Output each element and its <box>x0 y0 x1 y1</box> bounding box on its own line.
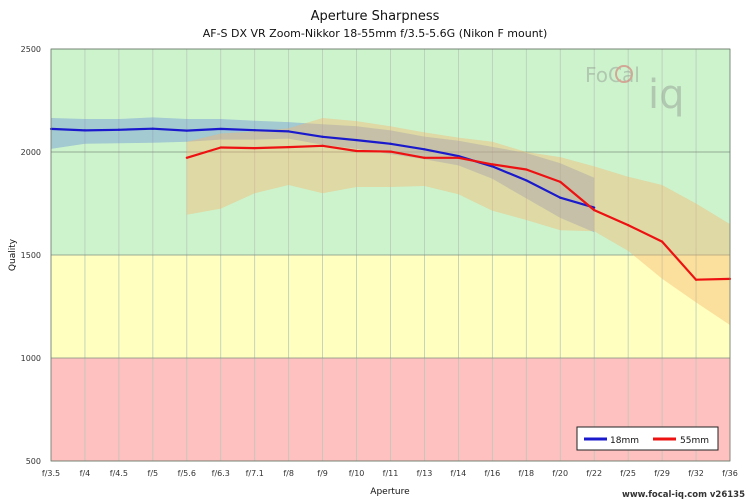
y-tick-2500: 2500 <box>21 45 41 54</box>
data-point-55mm-f/8 <box>287 145 290 149</box>
watermark-text: www.focal-iq.com v26135 <box>622 490 745 500</box>
data-point-18mm-f/6.3 <box>219 127 222 131</box>
data-point-55mm-f/5.6 <box>185 156 188 159</box>
x-tick-f/4: f/4 <box>80 469 91 478</box>
x-tick-f/36: f/36 <box>722 469 738 478</box>
data-point-55mm-f/9 <box>321 144 324 147</box>
data-point-55mm-f/11 <box>389 150 392 153</box>
data-point-55mm-f/14 <box>457 156 460 159</box>
x-axis-label: Aperture <box>370 487 410 497</box>
legend-label-18mm: 18mm <box>610 436 639 446</box>
data-point-55mm-f/6.3 <box>219 146 222 149</box>
x-tick-f/5.6: f/5.6 <box>178 469 196 478</box>
data-point-55mm-f/29 <box>661 240 664 243</box>
data-point-18mm-f/14 <box>457 155 460 158</box>
x-tick-f/3.5: f/3.5 <box>42 469 60 478</box>
legend-label-55mm: 55mm <box>680 436 709 446</box>
legend-box <box>576 426 719 451</box>
x-tick-f/32: f/32 <box>688 469 704 478</box>
x-tick-f/20: f/20 <box>552 469 568 478</box>
data-point-18mm-f/11 <box>389 142 392 145</box>
data-point-55mm-f/7.1 <box>253 146 256 150</box>
x-tick-f/13: f/13 <box>417 469 433 478</box>
x-tick-f/6.3: f/6.3 <box>212 469 230 478</box>
data-point-18mm-f/7.1 <box>253 129 256 132</box>
data-point-18mm-f/9 <box>321 135 324 138</box>
x-tick-f/4.5: f/4.5 <box>110 469 128 478</box>
data-point-18mm-f/8 <box>287 130 290 133</box>
band-18mm <box>51 117 595 233</box>
data-point-55mm-f/13 <box>423 156 426 159</box>
series-lines <box>49 127 732 281</box>
x-tick-f/25: f/25 <box>620 469 636 478</box>
x-tick-f/8: f/8 <box>283 469 294 478</box>
axes <box>50 48 731 462</box>
data-point-18mm-f/16 <box>491 165 494 168</box>
data-point-55mm-f/18 <box>525 168 528 171</box>
logo-focal-text: FoCal <box>585 63 640 87</box>
focal-iq-logo: FoCal iq <box>585 63 685 118</box>
tick-labels: f/3.5 f/4 f/4.5 f/5 f/5.6 f/6.3 f/7.1 f/8 f/9 f/1… <box>21 45 738 478</box>
data-point-55mm-f/16 <box>491 163 494 166</box>
x-tick-f/10: f/10 <box>349 469 365 478</box>
x-tick-f/16: f/16 <box>484 469 500 478</box>
data-point-55mm-f/32 <box>694 278 698 281</box>
grid-lines <box>50 48 731 462</box>
data-point-18mm-f/18 <box>525 179 528 182</box>
data-point-18mm-f/10 <box>355 138 358 142</box>
logo-iq-text: iq <box>648 72 685 118</box>
data-point-18mm-f/4.5 <box>117 128 120 131</box>
logo-red-ring <box>615 65 633 83</box>
x-tick-f/5: f/5 <box>148 469 159 478</box>
data-point-18mm-f/5.6 <box>185 129 188 132</box>
data-point-18mm-f/5 <box>151 127 154 130</box>
y-tick-1500: 1500 <box>21 251 41 260</box>
x-tick-f/22: f/22 <box>586 469 602 478</box>
x-tick-f/18: f/18 <box>518 469 534 478</box>
y-axis-label: Quality <box>8 238 18 271</box>
plot-border <box>50 48 731 462</box>
data-point-55mm-f/20 <box>559 180 562 183</box>
data-point-18mm-f/4 <box>83 129 87 132</box>
data-point-18mm-f/13 <box>423 148 426 151</box>
y-tick-2000: 2000 <box>21 148 41 157</box>
data-point-55mm-f/10 <box>355 149 358 153</box>
data-point-18mm-f/20 <box>559 196 562 199</box>
x-tick-f/29: f/29 <box>654 469 670 478</box>
chart-subtitle: AF-S DX VR Zoom-Nikkor 18-55mm f/3.5-5.6… <box>203 27 548 40</box>
confidence-bands <box>51 117 731 325</box>
data-point-55mm-f/25 <box>627 224 630 227</box>
x-tick-f/11: f/11 <box>383 469 399 478</box>
x-tick-f/7.1: f/7.1 <box>246 469 264 478</box>
data-point-55mm-f/22 <box>593 208 596 212</box>
data-point-18mm-f/22 <box>593 206 596 209</box>
x-tick-f/14: f/14 <box>451 469 467 478</box>
band-55mm <box>186 118 731 325</box>
chart-title: Aperture Sharpness <box>311 9 440 24</box>
legend: 18mm 55mm <box>576 426 719 451</box>
y-tick-500: 500 <box>26 457 41 466</box>
y-tick-1000: 1000 <box>21 354 41 363</box>
x-tick-f/9: f/9 <box>317 469 328 478</box>
